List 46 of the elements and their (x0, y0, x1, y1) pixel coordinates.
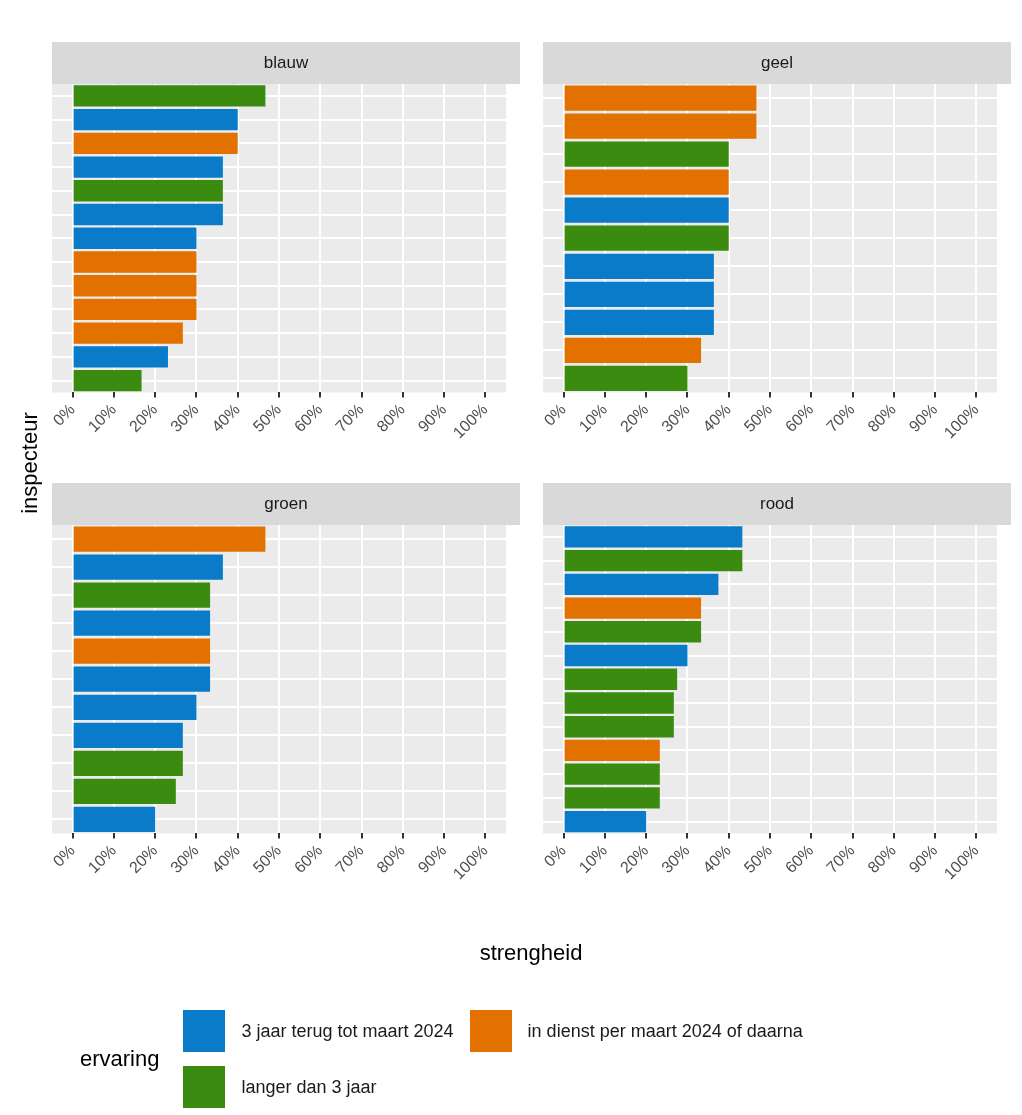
x-tick-label: 30% (658, 841, 693, 877)
x-tick-label: 40% (699, 400, 734, 436)
x-tick-label: 10% (84, 400, 120, 436)
x-tick-label: 80% (864, 841, 900, 877)
x-tick-label: 80% (373, 841, 409, 877)
legend-label: langer dan 3 jaar (241, 1076, 377, 1098)
x-tick-label: 50% (740, 400, 776, 436)
x-tick-label: 70% (332, 841, 367, 877)
x-tick-label: 0% (49, 841, 78, 870)
x-tick-label: 30% (167, 841, 202, 877)
x-tick-label: 0% (49, 400, 78, 429)
x-tick-label: 70% (823, 841, 858, 877)
x-tick-label: 60% (290, 400, 326, 436)
x-tick-label: 10% (575, 841, 611, 877)
x-tick-label: 80% (373, 400, 409, 436)
legend-title: ervaring (80, 1046, 160, 1072)
x-tick-label: 50% (249, 841, 285, 877)
x-tick-label: 40% (699, 841, 734, 877)
chart-title: geel (543, 42, 1011, 84)
x-tick-label: 60% (290, 841, 326, 877)
x-tick-label: 40% (208, 841, 243, 877)
x-tick-label: 30% (658, 400, 693, 436)
x-tick-label: 40% (208, 400, 243, 436)
x-tick-label: 10% (84, 841, 120, 877)
x-tick-label: 50% (740, 841, 776, 877)
x-tick-label: 90% (905, 400, 941, 436)
x-tick-label: 70% (332, 400, 367, 436)
x-tick-label: 30% (167, 400, 202, 436)
chart-title: groen (52, 483, 520, 525)
chart-title: rood (543, 483, 1011, 525)
x-tick-label: 90% (905, 841, 941, 877)
x-tick-label: 60% (781, 400, 817, 436)
x-tick-label: 60% (781, 841, 817, 877)
y-axis-title: inspecteur (17, 411, 43, 516)
x-tick-label: 90% (414, 400, 450, 436)
x-tick-label: 90% (414, 841, 450, 877)
x-tick-label: 0% (540, 841, 569, 870)
legend-label: in dienst per maart 2024 of daarna (527, 1020, 803, 1042)
x-tick-label: 0% (540, 400, 569, 429)
x-axis-title: strengheid (478, 940, 584, 966)
x-tick-label: 80% (864, 400, 900, 436)
x-tick-label: 10% (575, 400, 611, 436)
legend-label: 3 jaar terug tot maart 2024 (241, 1020, 454, 1042)
x-tick-label: 50% (249, 400, 285, 436)
chart-title: blauw (52, 42, 520, 84)
x-tick-label: 70% (823, 400, 858, 436)
